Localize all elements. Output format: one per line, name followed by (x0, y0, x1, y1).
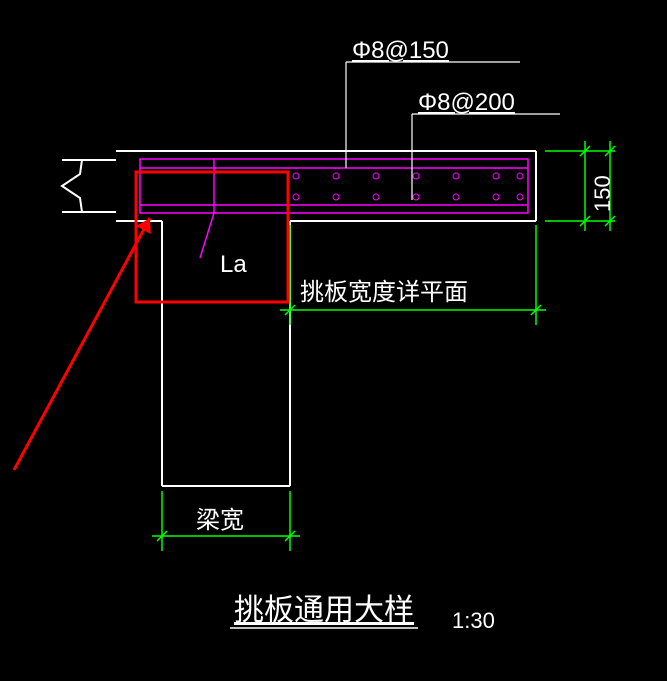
slab_thickness-label: 150 (590, 175, 615, 212)
anchorage-label: La (220, 251, 247, 278)
highlight-box (136, 172, 288, 302)
top_bar_spec-label: Φ8@150 (352, 37, 449, 64)
slab_width_note-label: 挑板宽度详平面 (300, 279, 468, 306)
scale-label: 1:30 (452, 608, 495, 633)
bottom_bar_spec-label: Φ8@200 (418, 89, 515, 116)
pointer-arrow (14, 218, 150, 470)
beam_width_note-label: 梁宽 (196, 507, 244, 534)
title-label: 挑板通用大样 (234, 594, 414, 627)
